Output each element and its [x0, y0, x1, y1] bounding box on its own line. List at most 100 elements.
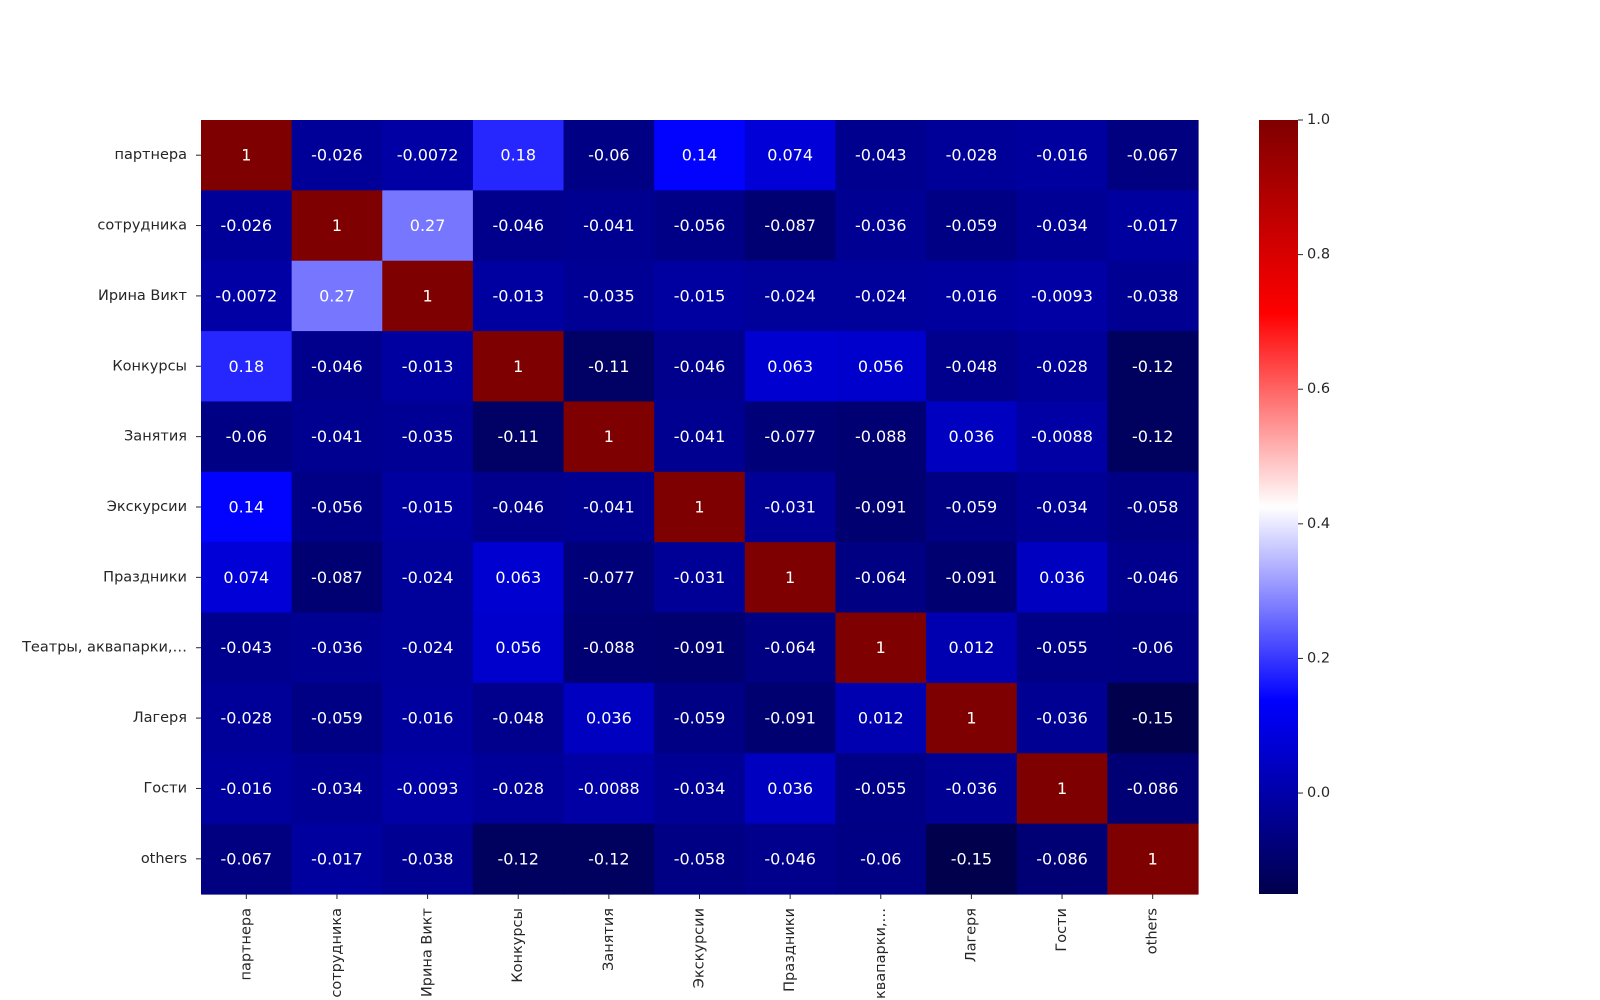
heatmap-cell [201, 331, 293, 403]
cell-value-label: 1 [966, 709, 976, 728]
cell-value-label: -0.067 [1127, 146, 1179, 165]
heatmap-cell [926, 823, 1018, 895]
heatmap-cell [563, 260, 655, 332]
row-label: партнера [114, 147, 187, 163]
cell-value-label: -0.031 [764, 498, 816, 517]
cell-value-label: -0.059 [674, 709, 726, 728]
cell-value-label: 0.063 [767, 357, 813, 376]
cell-value-label: -0.0093 [1031, 286, 1093, 305]
cell-value-label: -0.024 [764, 286, 816, 305]
heatmap-cell [472, 753, 565, 825]
cell-value-label: -0.016 [1036, 146, 1088, 165]
heatmap-cell [472, 612, 565, 684]
heatmap-cell [563, 401, 655, 473]
heatmap-cell [744, 612, 837, 684]
heatmap-cell [744, 120, 837, 191]
cell-value-label: -0.0072 [215, 286, 277, 305]
cell-value-label: 0.036 [767, 779, 813, 798]
colorbar-tick-label: 0.2 [1307, 650, 1330, 666]
heatmap-cell [926, 471, 1018, 543]
cell-value-label: -0.086 [1036, 849, 1088, 868]
heatmap-cell [1107, 612, 1199, 684]
heatmap-cell [744, 260, 837, 332]
heatmap-cell [291, 190, 383, 262]
cell-value-label: -0.013 [492, 286, 544, 305]
heatmap-cell [563, 471, 655, 543]
heatmap-cell [654, 612, 746, 684]
heatmap-cell [382, 612, 474, 684]
heatmap-cell [835, 190, 927, 262]
cell-value-label: -0.077 [764, 427, 816, 446]
heatmap-cell [654, 823, 746, 895]
colorbar-tick-label: 0.4 [1307, 516, 1330, 532]
heatmap-cell [563, 753, 655, 825]
heatmap-cell [654, 471, 746, 543]
heatmap-cell [744, 471, 837, 543]
heatmap-cell [1016, 331, 1108, 403]
column-label: others [1145, 908, 1161, 954]
column-label: Экскурсии [692, 908, 708, 988]
cell-value-label: 0.012 [949, 638, 995, 657]
column-label: сотрудника [329, 908, 345, 998]
heatmap-cell [926, 331, 1018, 403]
cell-value-label: -0.059 [311, 709, 363, 728]
heatmap-cell [744, 823, 837, 895]
cell-value-label: 0.056 [858, 357, 904, 376]
heatmap-cell [1016, 823, 1108, 895]
cell-value-label: -0.15 [951, 849, 992, 868]
cell-value-label: -0.06 [226, 427, 267, 446]
cell-value-label: -0.016 [402, 709, 454, 728]
cell-value-label: -0.087 [764, 216, 816, 235]
heatmap-cell [472, 331, 565, 403]
heatmap-cell [926, 753, 1018, 825]
cell-value-label: 1 [1057, 779, 1067, 798]
heatmap-cell [291, 682, 383, 754]
heatmap-cell [563, 542, 655, 614]
heatmap-cell [291, 542, 383, 614]
colorbar-tick-label: 0.6 [1307, 381, 1330, 397]
cell-value-label: -0.026 [221, 216, 273, 235]
cell-value-label: -0.056 [311, 498, 363, 517]
heatmap-cell [1016, 753, 1108, 825]
heatmap-cell [1107, 542, 1199, 614]
column-label: аквапарки,… [873, 908, 889, 1000]
heatmap-cell [382, 471, 474, 543]
cell-value-label: 1 [785, 568, 795, 587]
heatmap-cell [654, 682, 746, 754]
heatmap-cell [654, 542, 746, 614]
cell-value-label: -0.048 [492, 709, 544, 728]
heatmap-cell [291, 120, 383, 191]
row-label: сотрудника [97, 218, 187, 234]
heatmap-cell [1107, 682, 1199, 754]
cell-value-label: -0.015 [674, 286, 726, 305]
cell-value-label: -0.0072 [397, 146, 459, 165]
colorbar-tick-label: 0.8 [1307, 247, 1330, 263]
cell-value-label: 0.056 [495, 638, 541, 657]
cell-value-label: -0.024 [402, 568, 454, 587]
row-label: others [141, 851, 187, 867]
cell-value-label: -0.035 [583, 286, 635, 305]
cell-value-label: -0.043 [221, 638, 273, 657]
cell-value-label: -0.12 [1132, 357, 1173, 376]
heatmap-cell [835, 682, 927, 754]
heatmap-cell [835, 753, 927, 825]
heatmap-cell [472, 471, 565, 543]
cell-value-label: 0.063 [495, 568, 541, 587]
cell-value-label: -0.026 [311, 146, 363, 165]
cell-value-label: -0.12 [498, 849, 539, 868]
heatmap-cell [654, 260, 746, 332]
heatmap-cell [201, 401, 293, 473]
row-label: Ирина Викт [98, 288, 188, 304]
cell-value-label: -0.036 [855, 216, 907, 235]
heatmap-cell [201, 682, 293, 754]
heatmap-cell [926, 682, 1018, 754]
row-label: Конкурсы [112, 358, 187, 374]
cell-value-label: -0.064 [855, 568, 907, 587]
cell-value-label: 1 [1148, 849, 1158, 868]
heatmap-cell [1107, 401, 1199, 473]
cell-value-label: -0.017 [311, 849, 363, 868]
cell-value-label: 1 [332, 216, 342, 235]
heatmap-cell [291, 471, 383, 543]
cell-value-label: -0.038 [1127, 286, 1179, 305]
cell-value-label: 0.14 [229, 498, 265, 517]
